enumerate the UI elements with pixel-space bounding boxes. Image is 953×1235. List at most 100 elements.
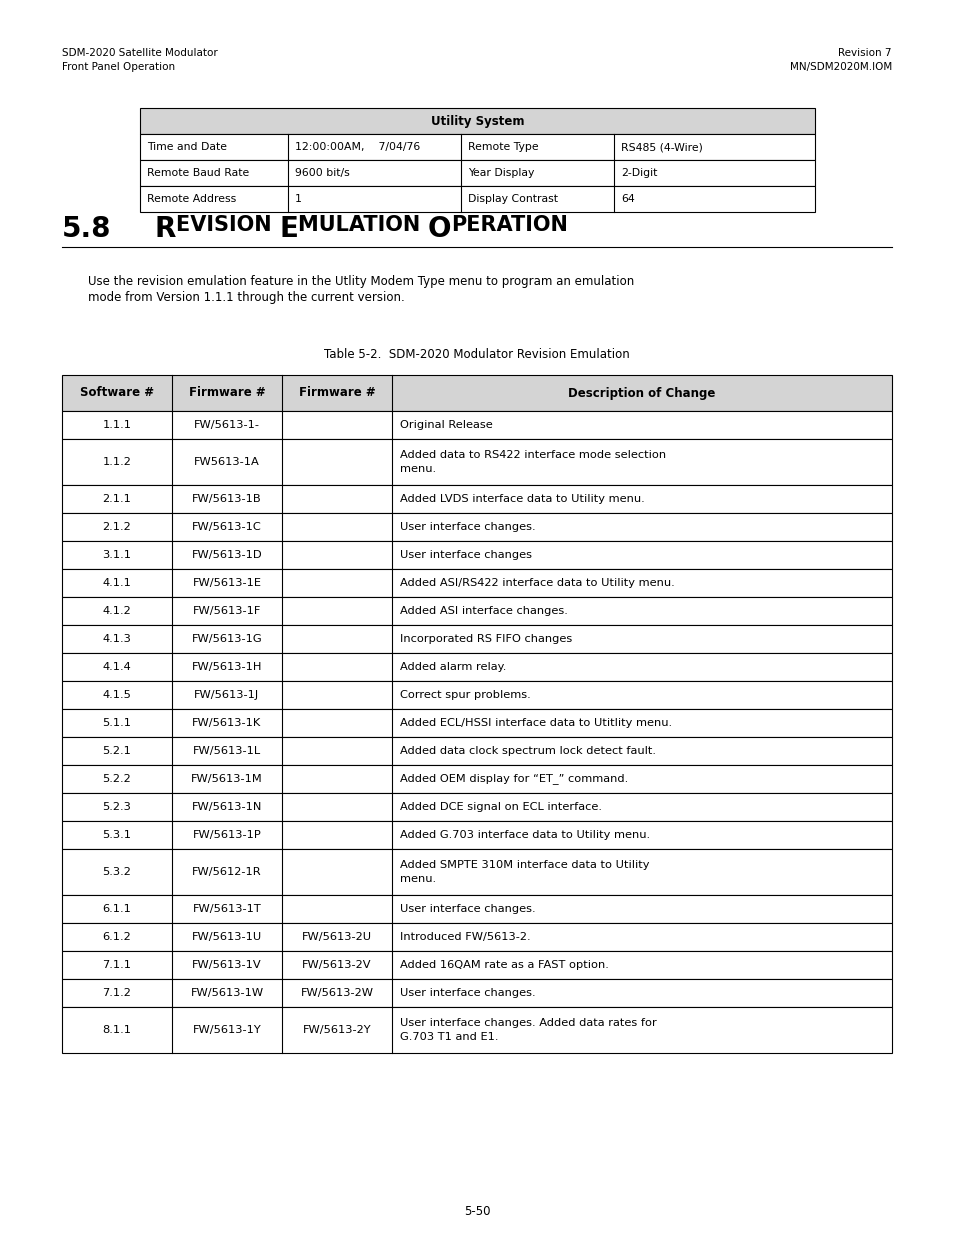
Text: R: R — [154, 215, 176, 243]
Text: FW/5613-1L: FW/5613-1L — [193, 746, 261, 756]
Text: FW/5613-1N: FW/5613-1N — [192, 802, 262, 811]
Text: 5.2.3: 5.2.3 — [103, 802, 132, 811]
Text: Added data to RS422 interface mode selection: Added data to RS422 interface mode selec… — [399, 450, 665, 459]
Text: FW/5613-1B: FW/5613-1B — [192, 494, 261, 504]
Text: FW/5613-1U: FW/5613-1U — [192, 932, 262, 942]
Text: Remote Address: Remote Address — [147, 194, 236, 204]
Text: EVISION: EVISION — [176, 215, 279, 235]
FancyBboxPatch shape — [62, 375, 891, 411]
Text: 5.2.1: 5.2.1 — [103, 746, 132, 756]
Text: FW/5613-2U: FW/5613-2U — [301, 932, 372, 942]
Text: User interface changes.: User interface changes. — [399, 522, 535, 532]
Text: Added DCE signal on ECL interface.: Added DCE signal on ECL interface. — [399, 802, 601, 811]
FancyBboxPatch shape — [62, 597, 891, 625]
Text: FW/5613-1K: FW/5613-1K — [193, 718, 261, 727]
Text: O: O — [427, 215, 451, 243]
Text: 8.1.1: 8.1.1 — [102, 1025, 132, 1035]
FancyBboxPatch shape — [62, 541, 891, 569]
Text: User interface changes.: User interface changes. — [399, 988, 535, 998]
Text: Firmware #: Firmware # — [189, 387, 265, 399]
FancyBboxPatch shape — [62, 653, 891, 680]
Text: mode from Version 1.1.1 through the current version.: mode from Version 1.1.1 through the curr… — [88, 291, 404, 304]
Text: Software #: Software # — [80, 387, 153, 399]
Text: 2.1.1: 2.1.1 — [103, 494, 132, 504]
Text: Time and Date: Time and Date — [147, 142, 227, 152]
Text: RS485 (4-Wire): RS485 (4-Wire) — [620, 142, 702, 152]
Text: User interface changes: User interface changes — [399, 550, 532, 559]
Text: 4.1.4: 4.1.4 — [103, 662, 132, 672]
Text: FW/5613-1Y: FW/5613-1Y — [193, 1025, 261, 1035]
Text: FW/5613-2W: FW/5613-2W — [300, 988, 374, 998]
FancyBboxPatch shape — [62, 793, 891, 821]
Text: 5.3.1: 5.3.1 — [102, 830, 132, 840]
Text: Added data clock spectrum lock detect fault.: Added data clock spectrum lock detect fa… — [399, 746, 656, 756]
Text: FW/5613-1E: FW/5613-1E — [193, 578, 261, 588]
Text: Remote Baud Rate: Remote Baud Rate — [147, 168, 249, 178]
FancyBboxPatch shape — [140, 186, 814, 212]
FancyBboxPatch shape — [62, 923, 891, 951]
Text: 6.1.2: 6.1.2 — [103, 932, 132, 942]
Text: FW/5613-1P: FW/5613-1P — [193, 830, 261, 840]
Text: Added ECL/HSSI interface data to Utitlity menu.: Added ECL/HSSI interface data to Utitlit… — [399, 718, 672, 727]
Text: 64: 64 — [620, 194, 634, 204]
FancyBboxPatch shape — [62, 1007, 891, 1053]
Text: FW/5613-1M: FW/5613-1M — [191, 774, 263, 784]
Text: E: E — [279, 215, 297, 243]
Text: 5.3.2: 5.3.2 — [103, 867, 132, 877]
Text: MULATION: MULATION — [297, 215, 427, 235]
Text: PERATION: PERATION — [451, 215, 567, 235]
FancyBboxPatch shape — [62, 625, 891, 653]
Text: Incorporated RS FIFO changes: Incorporated RS FIFO changes — [399, 634, 572, 643]
Text: 5.8: 5.8 — [62, 215, 112, 243]
Text: Added ASI interface changes.: Added ASI interface changes. — [399, 606, 567, 616]
FancyBboxPatch shape — [62, 895, 891, 923]
Text: 9600 bit/s: 9600 bit/s — [294, 168, 350, 178]
Text: Revision 7: Revision 7 — [838, 48, 891, 58]
FancyBboxPatch shape — [62, 485, 891, 513]
Text: FW/5613-1F: FW/5613-1F — [193, 606, 261, 616]
Text: Remote Type: Remote Type — [468, 142, 538, 152]
Text: User interface changes. Added data rates for: User interface changes. Added data rates… — [399, 1018, 656, 1028]
Text: 4.1.5: 4.1.5 — [103, 690, 132, 700]
Text: Original Release: Original Release — [399, 420, 493, 430]
FancyBboxPatch shape — [140, 135, 814, 161]
Text: Correct spur problems.: Correct spur problems. — [399, 690, 530, 700]
Text: Display Contrast: Display Contrast — [468, 194, 558, 204]
FancyBboxPatch shape — [62, 569, 891, 597]
Text: Year Display: Year Display — [468, 168, 534, 178]
FancyBboxPatch shape — [62, 411, 891, 438]
FancyBboxPatch shape — [62, 680, 891, 709]
Text: Added SMPTE 310M interface data to Utility: Added SMPTE 310M interface data to Utili… — [399, 860, 649, 869]
FancyBboxPatch shape — [62, 438, 891, 485]
Text: 5.1.1: 5.1.1 — [102, 718, 132, 727]
Text: 4.1.1: 4.1.1 — [103, 578, 132, 588]
Text: 5.2.2: 5.2.2 — [103, 774, 132, 784]
Text: menu.: menu. — [399, 464, 436, 474]
Text: 1: 1 — [294, 194, 301, 204]
Text: 2-Digit: 2-Digit — [620, 168, 657, 178]
FancyBboxPatch shape — [62, 979, 891, 1007]
FancyBboxPatch shape — [62, 709, 891, 737]
Text: FW/5613-1D: FW/5613-1D — [192, 550, 262, 559]
Text: 3.1.1: 3.1.1 — [102, 550, 132, 559]
Text: 12:00:00AM,    7/04/76: 12:00:00AM, 7/04/76 — [294, 142, 420, 152]
FancyBboxPatch shape — [140, 107, 814, 135]
Text: Description of Change: Description of Change — [568, 387, 715, 399]
Text: 7.1.1: 7.1.1 — [102, 960, 132, 969]
FancyBboxPatch shape — [62, 764, 891, 793]
Text: FW/5613-1T: FW/5613-1T — [193, 904, 261, 914]
Text: Added 16QAM rate as a FAST option.: Added 16QAM rate as a FAST option. — [399, 960, 608, 969]
Text: 6.1.1: 6.1.1 — [103, 904, 132, 914]
Text: 5-50: 5-50 — [463, 1205, 490, 1218]
Text: FW/5613-1W: FW/5613-1W — [191, 988, 263, 998]
Text: Added LVDS interface data to Utility menu.: Added LVDS interface data to Utility men… — [399, 494, 644, 504]
Text: 1.1.2: 1.1.2 — [103, 457, 132, 467]
Text: 1.1.1: 1.1.1 — [102, 420, 132, 430]
Text: SDM-2020 Satellite Modulator: SDM-2020 Satellite Modulator — [62, 48, 217, 58]
Text: FW/5613-1-: FW/5613-1- — [193, 420, 260, 430]
Text: FW/5613-2Y: FW/5613-2Y — [302, 1025, 371, 1035]
Text: menu.: menu. — [399, 874, 436, 884]
Text: Use the revision emulation feature in the Utlity Modem Type menu to program an e: Use the revision emulation feature in th… — [88, 275, 634, 288]
Text: FW/5613-1J: FW/5613-1J — [194, 690, 259, 700]
Text: FW/5613-1G: FW/5613-1G — [192, 634, 262, 643]
